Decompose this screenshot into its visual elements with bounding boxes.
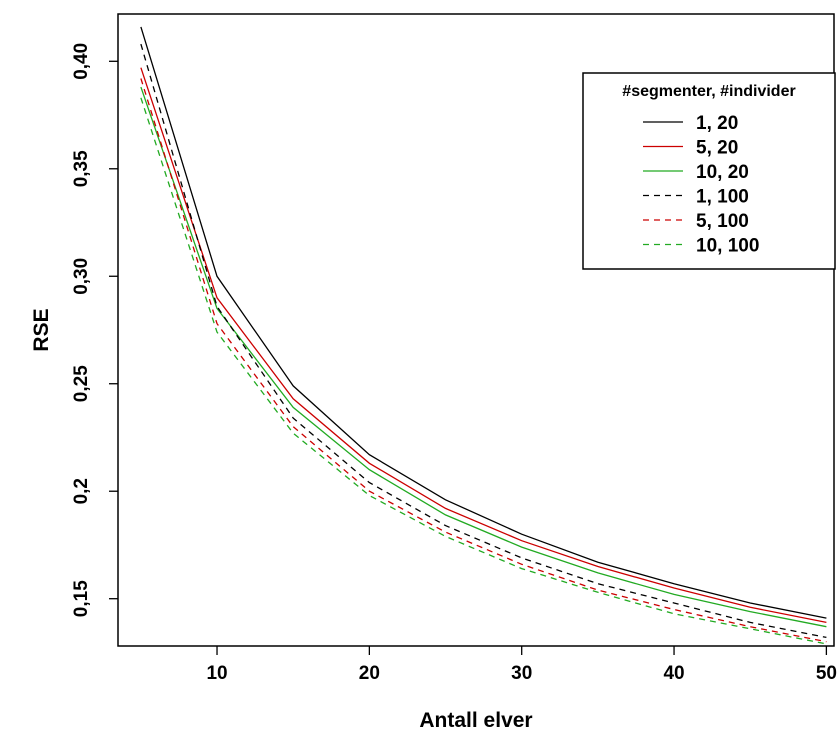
- y-axis: 0,15 0,2 0,25 0,30 0,35 0,40: [71, 43, 118, 617]
- series-line-3: [140, 86, 827, 628]
- series-line-5: [140, 78, 827, 643]
- legend-label: 10, 20: [696, 162, 749, 183]
- plot-frame: [117, 13, 835, 647]
- legend-label: 1, 100: [696, 187, 749, 208]
- series-line-1: [140, 26, 827, 619]
- legend-label: 5, 20: [696, 138, 738, 159]
- legend-box: [582, 72, 836, 270]
- x-tick-label: 50: [816, 663, 837, 684]
- x-tick-label: 10: [206, 663, 227, 684]
- x-tick-label: 20: [359, 663, 380, 684]
- legend-entries: 1, 20 5, 20 10, 20 1, 100 5, 100 10, 100: [643, 113, 759, 257]
- series-layer: [140, 26, 827, 645]
- y-axis-title: RSE: [30, 308, 53, 351]
- y-tick-label: 0,35: [71, 150, 92, 187]
- legend-title: #segmenter, #individer: [622, 83, 795, 100]
- legend-label: 10, 100: [696, 236, 759, 257]
- y-tick-label: 0,2: [71, 478, 92, 504]
- x-tick-label: 30: [511, 663, 532, 684]
- y-tick-label: 0,30: [71, 258, 92, 295]
- legend-label: 5, 100: [696, 211, 749, 232]
- x-axis: 10 20 30 40 50: [206, 646, 837, 684]
- x-tick-label: 40: [663, 663, 684, 684]
- y-tick-label: 0,15: [71, 580, 92, 617]
- y-tick-label: 0,40: [71, 43, 92, 80]
- x-axis-title: Antall elver: [419, 709, 532, 732]
- series-line-2: [140, 67, 827, 624]
- legend-label: 1, 20: [696, 113, 738, 134]
- y-tick-label: 0,25: [71, 365, 92, 402]
- series-line-6: [140, 97, 827, 645]
